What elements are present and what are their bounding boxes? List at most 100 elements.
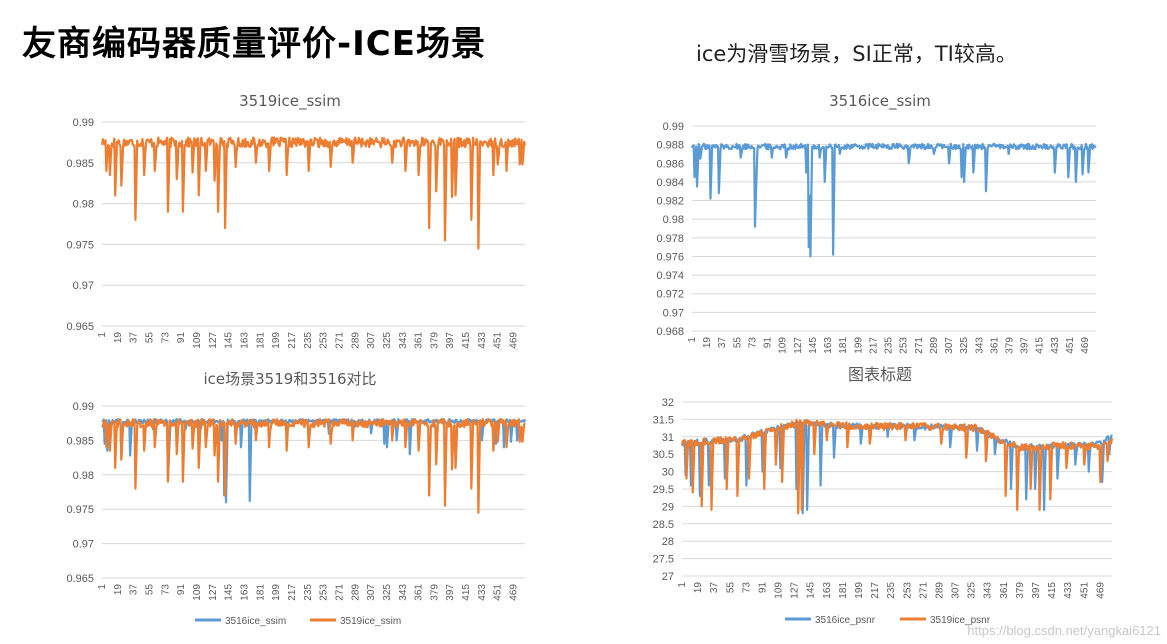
x-tick-label: 73 (160, 584, 171, 596)
chart-svg: ice场景3519和3516对比 0.99 0.985 0.98 0.975 0.97 0.… (66, 370, 527, 627)
legend-label: 3516ice_psnr (815, 615, 876, 626)
watermark: https://blog.csdn.net/yangkai6121 (967, 623, 1161, 638)
chart-3519ice-ssim: 3519ice_ssim 0.99 0.985 0.98 0.975 0.97 0.965 1… (40, 86, 540, 364)
x-tick-label: 451 (1065, 337, 1076, 354)
x-tick-label: 181 (255, 332, 266, 349)
y-tick-label: 0.972 (656, 289, 684, 301)
x-tick-label: 361 (414, 332, 425, 349)
x-tick-label: 55 (725, 582, 736, 594)
x-tick-label: 37 (717, 337, 728, 349)
x-tick-label: 19 (693, 582, 704, 594)
y-tick-label: 31.5 (653, 414, 674, 426)
y-tick-label: 0.97 (73, 539, 94, 551)
x-tick-label: 361 (414, 584, 425, 601)
y-tick-label: 0.975 (66, 504, 94, 516)
x-tick-label: 1 (687, 337, 698, 343)
x-tick-label: 379 (429, 584, 440, 601)
series-line-3516ice_ssim (101, 417, 527, 504)
x-tick-label: 235 (303, 332, 314, 349)
x-tick-label: 163 (822, 582, 833, 599)
chart-title: 3516ice_ssim (829, 92, 931, 111)
x-tick-label: 271 (334, 584, 345, 601)
x-tick-label: 1 (97, 332, 108, 338)
y-tick-label: 29 (662, 501, 674, 513)
x-tick-label: 307 (951, 582, 962, 599)
legend-label: 3519ice_ssim (340, 616, 401, 627)
chart-title: 3519ice_ssim (239, 92, 341, 111)
y-tick-label: 0.974 (656, 270, 684, 282)
y-tick-label: 31 (662, 432, 674, 444)
x-tick-label: 55 (144, 584, 155, 596)
x-tick-label: 217 (868, 337, 879, 354)
series-line-3516ice_ssim (690, 142, 1097, 258)
y-tick-label: 0.98 (663, 214, 684, 226)
y-tick-label: 0.97 (73, 280, 94, 292)
x-tick-label: 235 (303, 584, 314, 601)
x-tick-label: 451 (1079, 582, 1090, 599)
x-tick-label: 19 (113, 584, 124, 596)
x-tick-label: 19 (113, 332, 124, 344)
x-tick-label: 199 (854, 582, 865, 599)
x-tick-label: 253 (899, 337, 910, 354)
x-tick-label: 55 (732, 337, 743, 349)
y-tick-label: 0.98 (73, 199, 94, 211)
chart-svg: 图表标题 32 31.5 31 30.5 30 29.5 29 28.5 28 27.5 271 19 3… (653, 365, 1114, 626)
x-tick-label: 127 (208, 332, 219, 349)
x-tick-label: 397 (445, 584, 456, 601)
x-tick-label: 73 (741, 582, 752, 594)
x-tick-label: 199 (853, 337, 864, 354)
x-tick-label: 217 (287, 584, 298, 601)
chart-ice-comparison-ssim: ice场景3519和3516对比 0.99 0.985 0.98 0.975 0.97 0.… (40, 362, 540, 638)
y-tick-label: 0.988 (656, 140, 684, 152)
y-tick-label: 0.968 (656, 326, 684, 338)
x-tick-label: 181 (838, 582, 849, 599)
x-tick-label: 127 (790, 582, 801, 599)
x-tick-label: 325 (382, 584, 393, 601)
x-tick-label: 343 (398, 584, 409, 601)
x-tick-label: 307 (366, 584, 377, 601)
x-tick-label: 145 (808, 337, 819, 354)
x-tick-label: 325 (967, 582, 978, 599)
x-tick-label: 343 (974, 337, 985, 354)
series-line-3519ice_ssim (101, 418, 526, 514)
y-tick-label: 0.982 (656, 196, 684, 208)
x-tick-label: 307 (944, 337, 955, 354)
legend-label: 3516ice_ssim (225, 616, 286, 627)
x-tick-label: 91 (176, 584, 187, 596)
x-tick-label: 37 (709, 582, 720, 594)
x-tick-label: 91 (763, 337, 774, 349)
x-tick-label: 379 (1015, 582, 1026, 599)
x-tick-label: 433 (1050, 337, 1061, 354)
slide-subtitle: ice为滑雪场景，SI正常，TI较高。 (696, 42, 1017, 66)
y-tick-label: 0.965 (66, 321, 94, 333)
x-tick-label: 55 (144, 332, 155, 344)
y-tick-label: 0.99 (73, 117, 94, 129)
y-tick-label: 0.985 (66, 158, 94, 170)
x-tick-label: 469 (509, 332, 520, 349)
x-tick-label: 73 (160, 332, 171, 344)
x-tick-label: 37 (129, 584, 140, 596)
x-tick-label: 397 (445, 332, 456, 349)
legend-label: 3519ice_psnr (930, 615, 991, 626)
y-tick-label: 0.97 (663, 307, 684, 319)
x-tick-label: 325 (959, 337, 970, 354)
x-tick-label: 289 (934, 582, 945, 599)
x-tick-label: 451 (493, 332, 504, 349)
series-line-3519ice_psnr (680, 418, 1114, 515)
x-tick-label: 253 (319, 332, 330, 349)
x-tick-label: 109 (774, 582, 785, 599)
x-tick-label: 163 (823, 337, 834, 354)
x-tick-label: 1 (677, 582, 688, 588)
x-tick-label: 199 (271, 584, 282, 601)
x-tick-label: 379 (1004, 337, 1015, 354)
x-tick-label: 19 (702, 337, 713, 349)
x-tick-label: 109 (192, 584, 203, 601)
chart-title: 图表标题 (848, 365, 912, 384)
chart-svg: 3519ice_ssim0.990.9850.980.9750.970.9651… (66, 92, 527, 349)
x-tick-label: 145 (224, 584, 235, 601)
y-tick-label: 28 (662, 536, 674, 548)
x-tick-label: 217 (287, 332, 298, 349)
x-tick-label: 235 (886, 582, 897, 599)
y-tick-label: 30.5 (653, 449, 674, 461)
x-tick-label: 145 (224, 332, 235, 349)
